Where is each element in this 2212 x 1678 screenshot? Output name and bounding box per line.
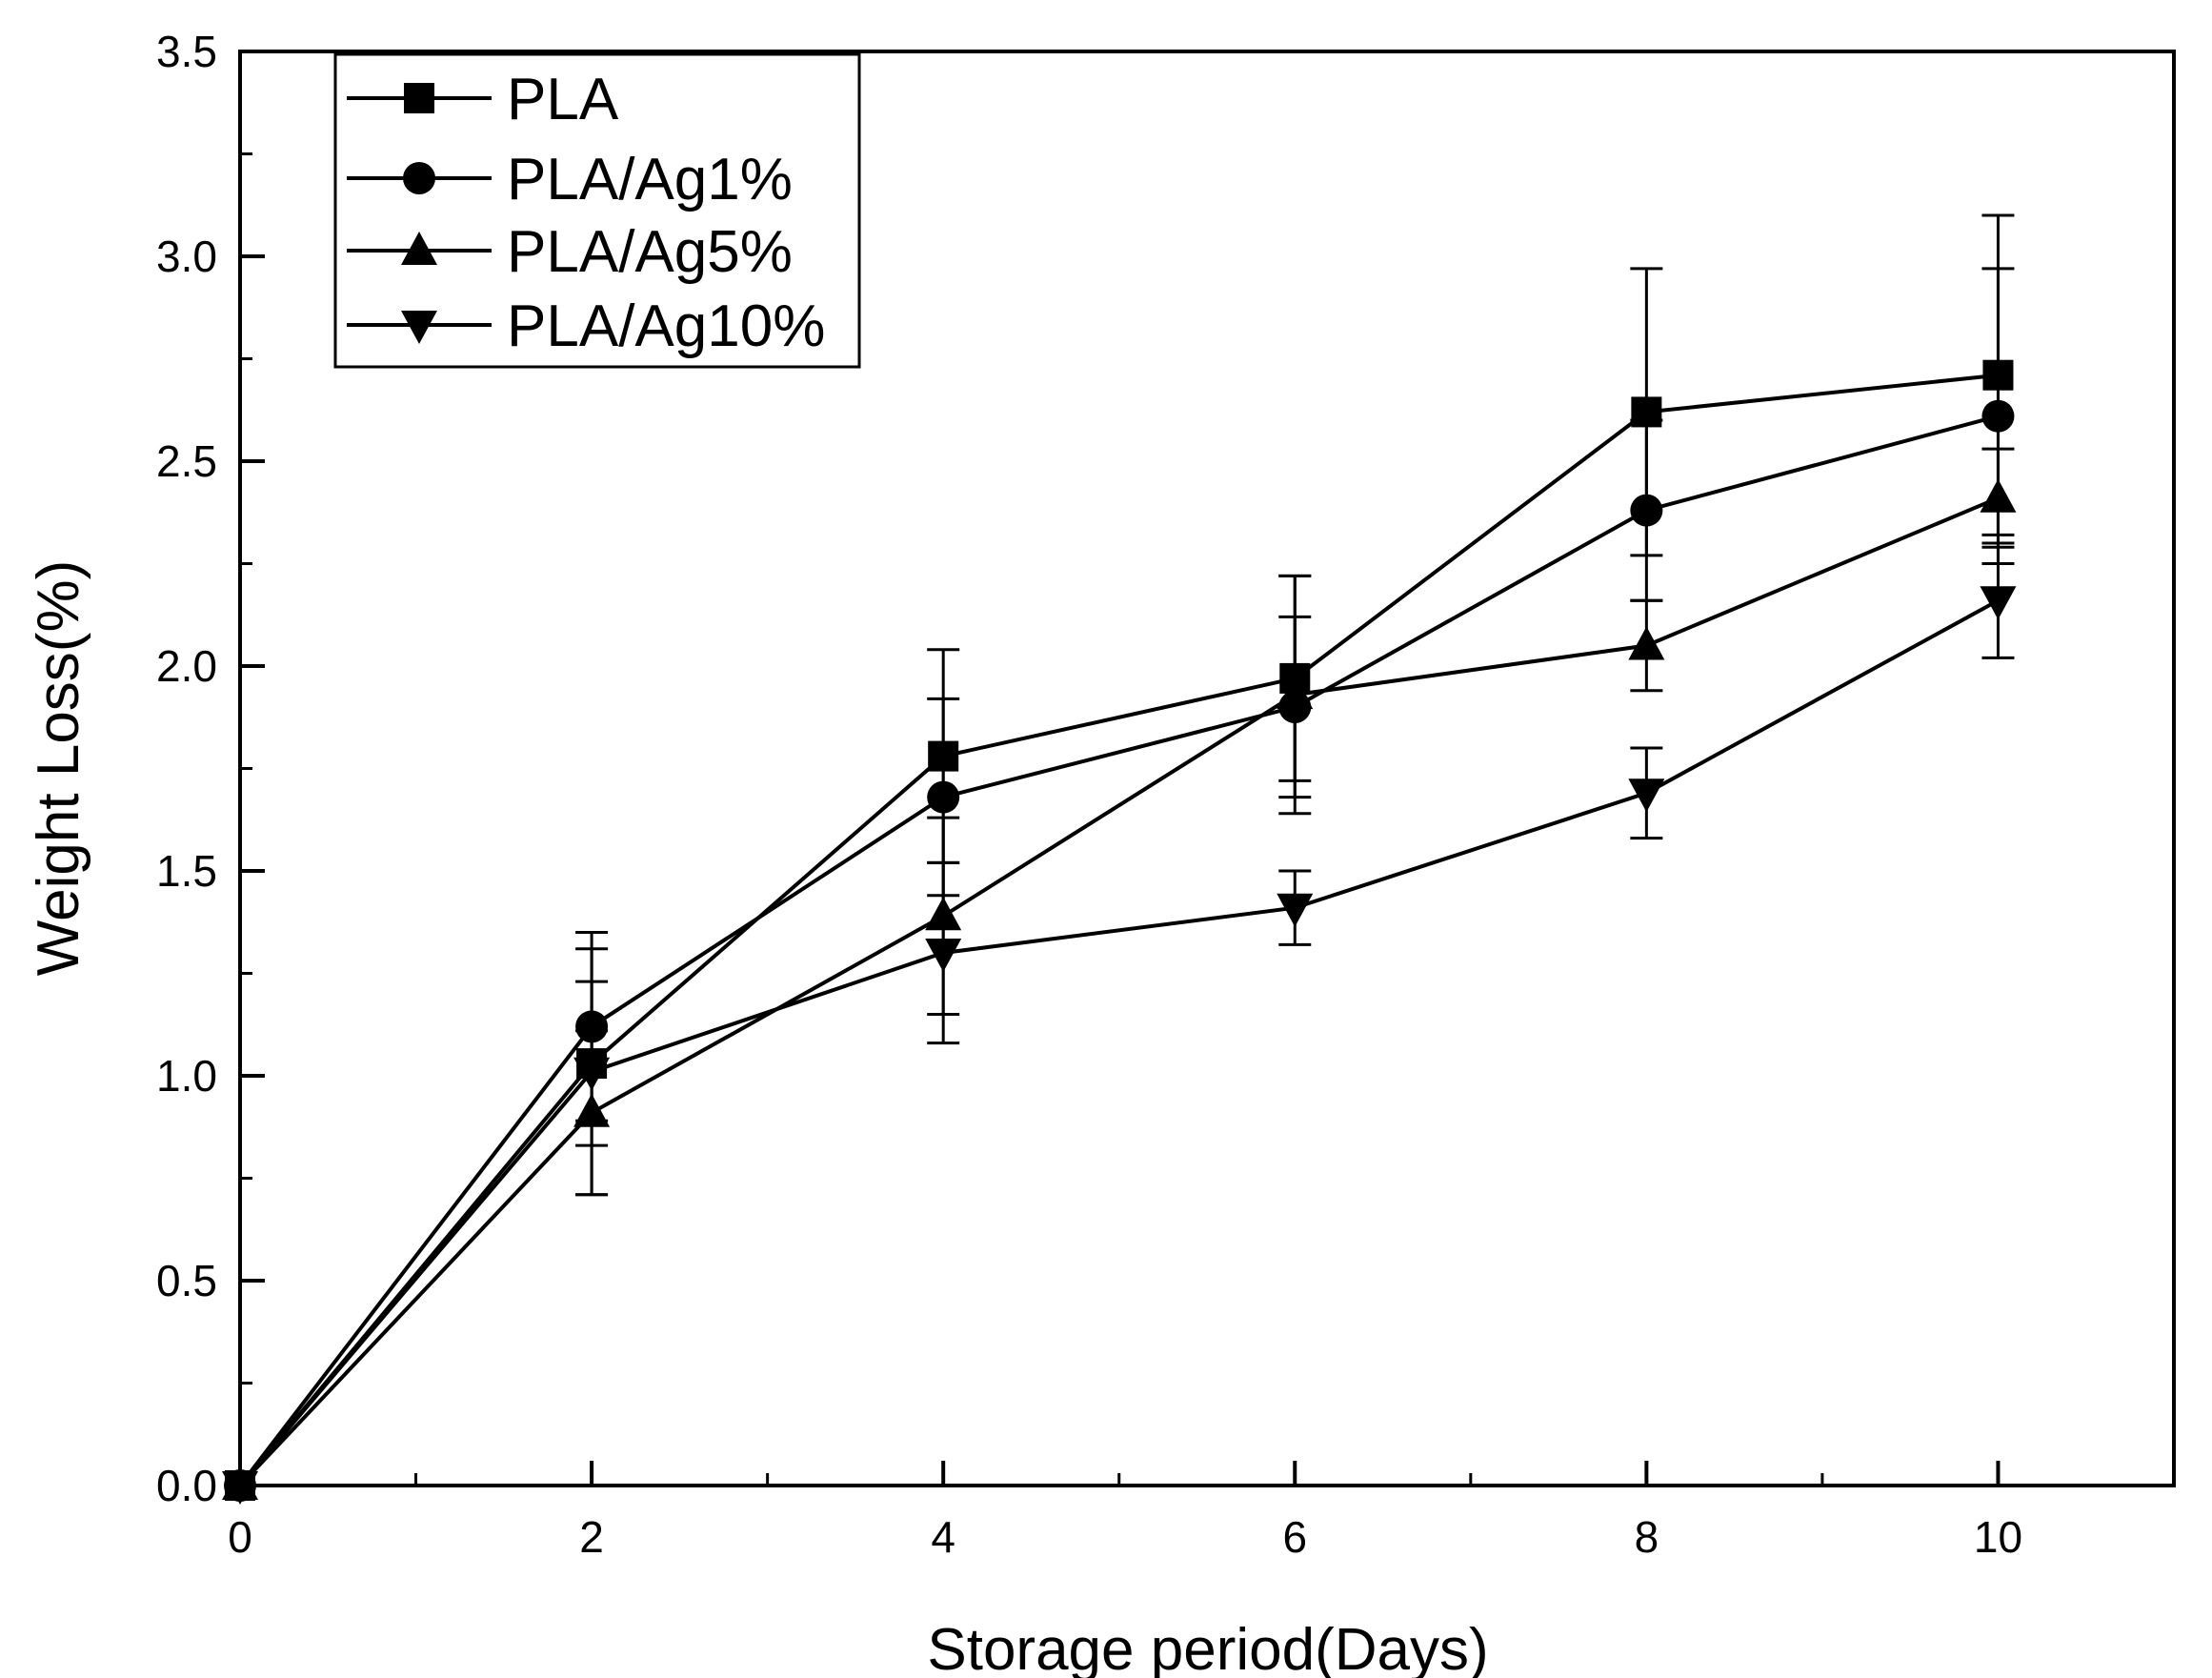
- data-point: [925, 939, 962, 972]
- data-point: [1981, 399, 2015, 433]
- legend-label: PLA/Ag5%: [507, 219, 793, 285]
- legend-marker: [404, 83, 434, 113]
- y-axis-title: Weight Loss(%): [26, 560, 91, 976]
- legend-label: PLA/Ag10%: [507, 293, 825, 359]
- data-point: [222, 1471, 258, 1505]
- series-layer: [222, 213, 2017, 1505]
- data-point: [1980, 478, 2017, 513]
- y-tick-label: 0.5: [156, 1256, 217, 1305]
- y-tick-label: 2.5: [156, 436, 217, 486]
- legend-entry: PLA/Ag10%: [347, 293, 825, 359]
- x-tick-label: 8: [1635, 1512, 1659, 1562]
- legend-marker: [401, 232, 437, 265]
- y-tick-label: 1.5: [156, 846, 217, 896]
- data-point: [1630, 494, 1663, 527]
- x-tick-label: 2: [579, 1512, 604, 1562]
- x-tick-label: 4: [931, 1512, 955, 1562]
- y-tick-label: 0.0: [156, 1461, 217, 1510]
- data-point: [1628, 626, 1665, 660]
- x-tick-label: 10: [1974, 1512, 2022, 1562]
- data-point: [573, 1057, 611, 1091]
- legend-entry: PLA/Ag5%: [347, 219, 793, 285]
- y-tick-label: 2.0: [156, 641, 217, 691]
- series-line: [238, 373, 1999, 1487]
- data-point: [1277, 676, 1314, 710]
- y-tick-label: 1.0: [156, 1051, 217, 1101]
- x-tick-label: 6: [1282, 1512, 1307, 1562]
- series-PLA/Ag10%: [222, 541, 2017, 1505]
- x-tick-label: 0: [228, 1512, 252, 1562]
- x-axis-title: Storage period(Days): [927, 1617, 1488, 1678]
- legend-label: PLA/Ag1%: [507, 147, 793, 212]
- y-axis: 0.0 0.5 1.0 1.5 2.0 2.5 3.0 3.5: [156, 27, 265, 1510]
- legend-marker: [403, 162, 435, 194]
- legend-entry: PLA: [347, 67, 619, 132]
- y-tick-label: 3.0: [156, 232, 217, 281]
- data-point: [927, 780, 960, 814]
- y-tick-label: 3.5: [156, 27, 217, 76]
- series-line: [238, 598, 2000, 1487]
- x-axis: 0 2 4 6 8 10: [228, 1461, 2176, 1562]
- data-point: [1628, 778, 1665, 813]
- legend-label: PLA: [507, 67, 619, 132]
- legend: PLA PLA/Ag1% PLA/Ag5% PLA/Ag10%: [333, 52, 861, 369]
- series-line: [238, 495, 2000, 1487]
- series-line: [238, 414, 1999, 1487]
- legend-entry: PLA/Ag1%: [347, 147, 793, 212]
- legend-marker: [401, 311, 437, 344]
- data-point: [1277, 893, 1314, 927]
- data-point: [1980, 586, 2017, 620]
